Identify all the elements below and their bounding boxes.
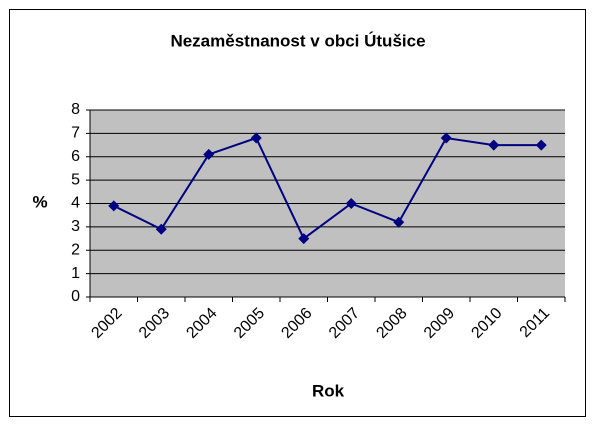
marker	[108, 200, 120, 212]
y-tick-label: 2	[71, 241, 80, 258]
y-tick-label: 4	[71, 195, 80, 212]
y-tick-label: 3	[71, 218, 80, 235]
series-line	[113, 136, 542, 241]
y-tick-label: 1	[71, 265, 80, 282]
marker	[440, 132, 452, 144]
chart-title: Nezaměstnanost v obci Útušice	[170, 31, 425, 50]
y-tick-label: 8	[71, 101, 80, 118]
marker	[203, 148, 215, 160]
y-tick-label: 0	[71, 288, 80, 305]
marker	[345, 198, 357, 209]
marker	[393, 216, 405, 228]
marker	[250, 132, 262, 144]
marker	[155, 223, 167, 235]
marker	[298, 233, 310, 245]
y-tick-label: 5	[71, 171, 80, 188]
x-axis-label: Rok	[312, 381, 345, 400]
marker	[535, 139, 547, 151]
y-axis-label: %	[32, 192, 47, 211]
marker	[488, 139, 500, 151]
y-tick-label: 7	[71, 125, 80, 142]
y-tick-label: 6	[71, 148, 80, 165]
